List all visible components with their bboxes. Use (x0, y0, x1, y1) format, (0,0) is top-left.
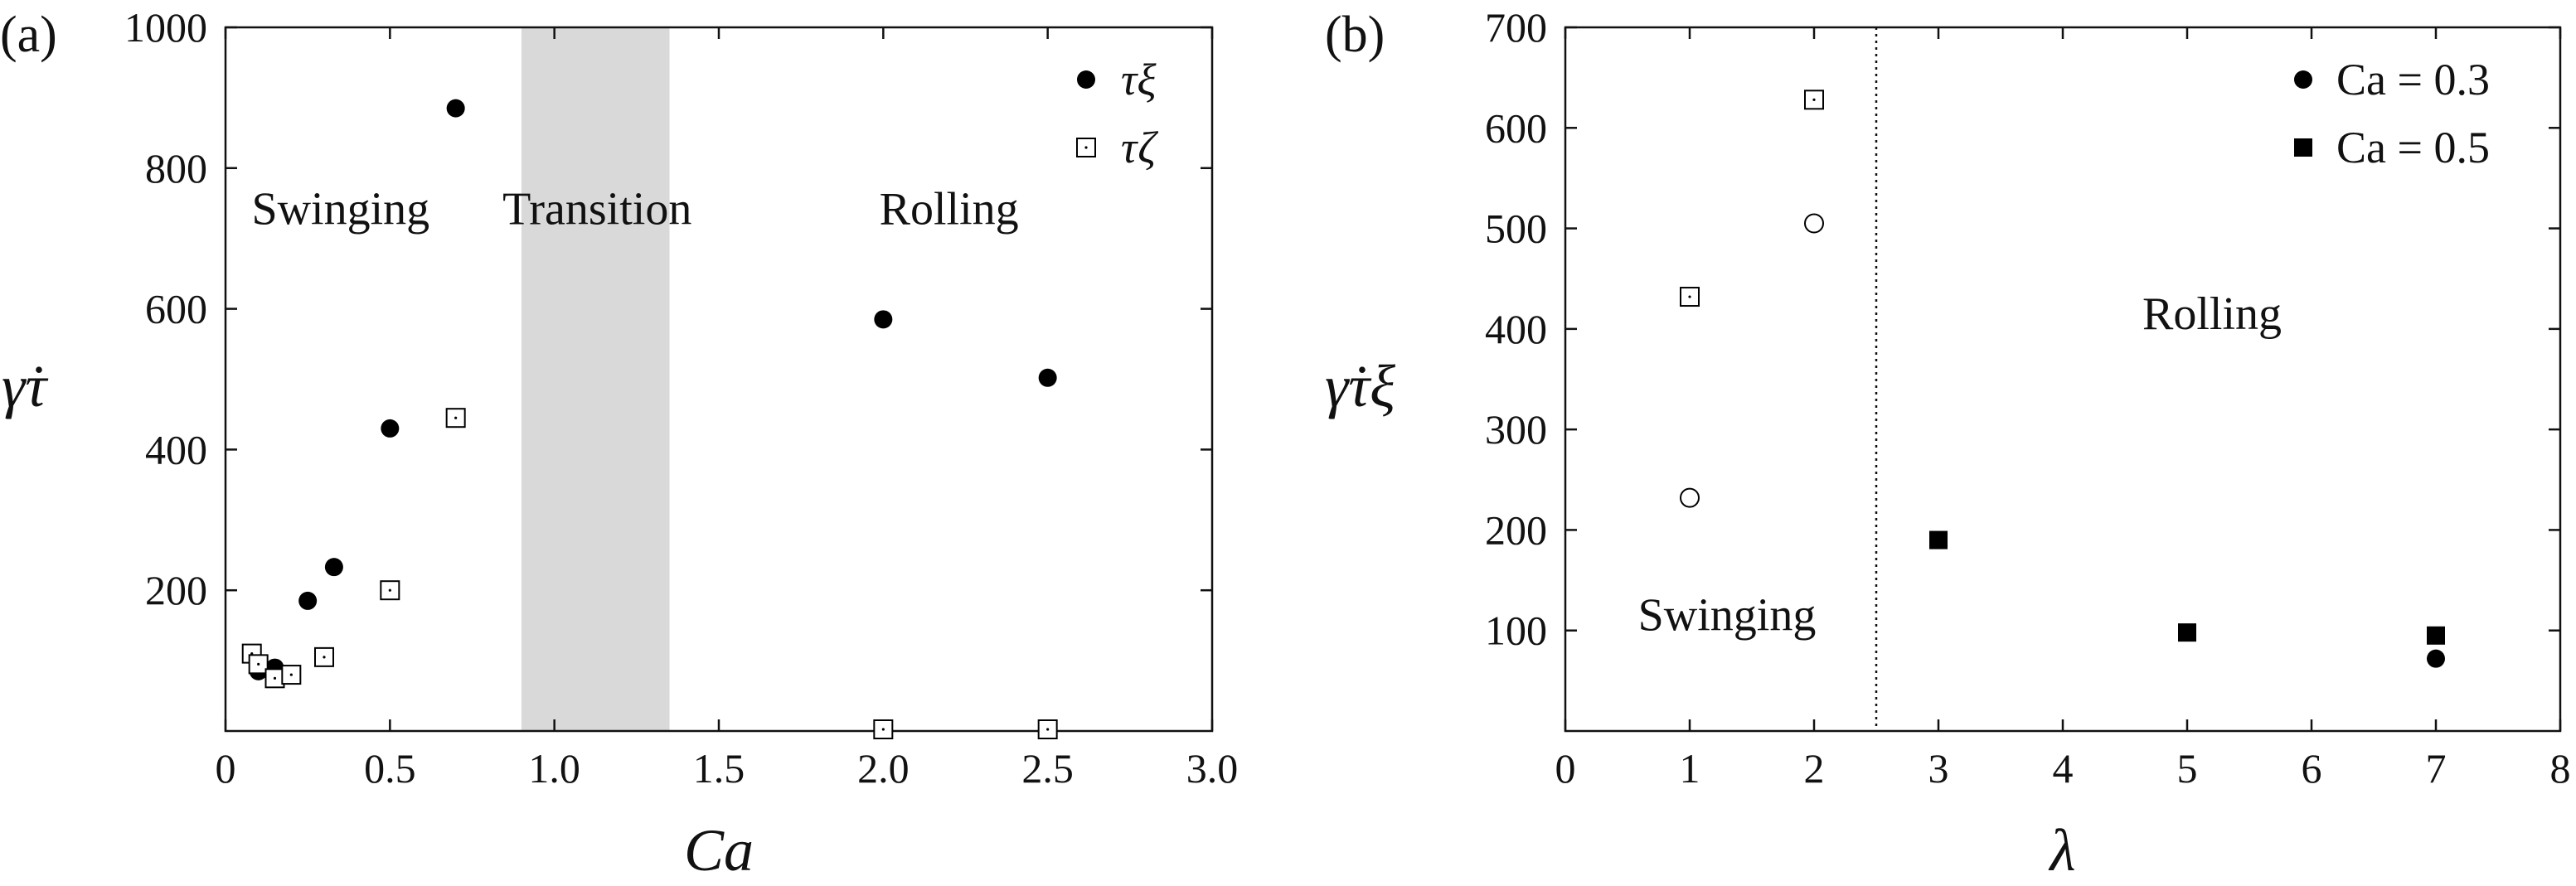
legend-entry-label: Ca = 0.5 (2336, 123, 2490, 172)
panel-b-y-axis-label: γ̇τξ (1325, 353, 1395, 419)
data-point (1680, 487, 1700, 508)
data-point (1804, 213, 1824, 234)
region-label: Rolling (880, 184, 1019, 235)
panel-b-legend: Ca = 0.3 Ca = 0.5 (2294, 55, 2490, 172)
data-point (2427, 649, 2445, 668)
data-point (324, 558, 343, 577)
panel-a-x-ticks: 0 0.5 1.0 1.5 2.0 2.5 3.0 (216, 27, 1239, 792)
y-tick-label: 200 (1485, 506, 1547, 553)
data-point (264, 668, 285, 689)
data-point (298, 591, 318, 610)
x-tick-label: 2 (1804, 745, 1825, 792)
x-tick-label: 3 (1928, 745, 1949, 792)
data-point (445, 408, 466, 428)
region-label: Swinging (251, 184, 429, 235)
x-tick-label: 0.5 (364, 745, 416, 792)
panel-a-y-ticks: 200 400 600 800 1000 (124, 4, 1212, 613)
panel-a: 0 0.5 1.0 1.5 2.0 2.5 3.0 200 400 600 800 1000 Swi… (0, 4, 1238, 884)
data-point (248, 654, 269, 675)
x-tick-label: 5 (2177, 745, 2198, 792)
panel-a-legend: τξ τζ (1076, 55, 1158, 172)
y-tick-label: 300 (1485, 406, 1547, 453)
panel-b-points (1680, 90, 2445, 668)
data-point (281, 665, 302, 685)
x-tick-label: 6 (2302, 745, 2322, 792)
legend-marker (2294, 138, 2312, 157)
panel-a-label: (a) (0, 7, 57, 63)
legend-entry-label: τζ (1121, 123, 1158, 172)
data-point (1680, 287, 1700, 307)
panel-b-y-ticks: 100 200 300 400 500 600 700 (1485, 4, 2560, 654)
data-point (1804, 90, 1824, 110)
data-point (1037, 719, 1058, 739)
panel-a-y-axis-label: γ̇τ (2, 353, 48, 419)
y-tick-label: 600 (145, 286, 207, 332)
y-tick-label: 400 (145, 426, 207, 472)
data-point (380, 580, 400, 601)
data-point (874, 310, 893, 329)
region-label: Swinging (1638, 590, 1817, 642)
y-tick-label: 400 (1485, 306, 1547, 352)
x-tick-label: 1.5 (693, 745, 745, 792)
x-tick-label: 4 (2053, 745, 2074, 792)
legend-entry-label: Ca = 0.3 (2336, 55, 2490, 104)
x-tick-label: 7 (2426, 745, 2447, 792)
x-tick-label: 1 (1680, 745, 1700, 792)
panel-a-transition-band (522, 27, 670, 731)
data-point (1929, 530, 1948, 550)
x-tick-label: 0 (1555, 745, 1576, 792)
data-point (381, 419, 400, 438)
y-tick-label: 100 (1485, 608, 1547, 654)
legend-entry-label: τξ (1121, 55, 1157, 104)
y-tick-label: 700 (1485, 4, 1547, 51)
y-tick-label: 1000 (124, 4, 207, 51)
data-point (1038, 368, 1057, 387)
legend-marker (1077, 70, 1095, 89)
panel-b: 0 1 2 3 4 5 6 7 8 100 200 300 400 500 600 700 Swinging… (1325, 4, 2571, 884)
data-point (873, 719, 894, 739)
y-tick-label: 800 (145, 145, 207, 191)
x-tick-label: 8 (2550, 745, 2571, 792)
panel-a-frame (224, 26, 1214, 733)
region-label: Rolling (2142, 288, 2282, 340)
x-tick-label: 2.0 (857, 745, 910, 792)
data-point (2178, 623, 2196, 642)
x-tick-label: 0 (216, 745, 236, 792)
data-point (314, 646, 334, 667)
data-point (446, 99, 465, 118)
data-point (2427, 626, 2445, 645)
panel-b-x-axis-label: λ (2048, 817, 2075, 884)
panel-a-x-axis-label: Ca (684, 817, 754, 884)
y-tick-label: 500 (1485, 206, 1547, 252)
panel-b-label: (b) (1325, 7, 1385, 63)
x-tick-label: 1.0 (528, 745, 580, 792)
legend-marker (2294, 70, 2312, 89)
y-tick-label: 200 (145, 567, 207, 613)
region-label: Transition (502, 184, 691, 235)
x-tick-label: 2.5 (1021, 745, 1074, 792)
y-tick-label: 600 (1485, 104, 1547, 151)
panel-a-region-labels: Swinging Transition Rolling (251, 184, 1018, 235)
panel-b-x-ticks: 0 1 2 3 4 5 6 7 8 (1555, 27, 2571, 792)
x-tick-label: 3.0 (1186, 745, 1239, 792)
panel-a-points (241, 99, 1058, 739)
legend-marker (1076, 138, 1096, 157)
panel-b-region-labels: Swinging Rolling (1638, 288, 2282, 642)
